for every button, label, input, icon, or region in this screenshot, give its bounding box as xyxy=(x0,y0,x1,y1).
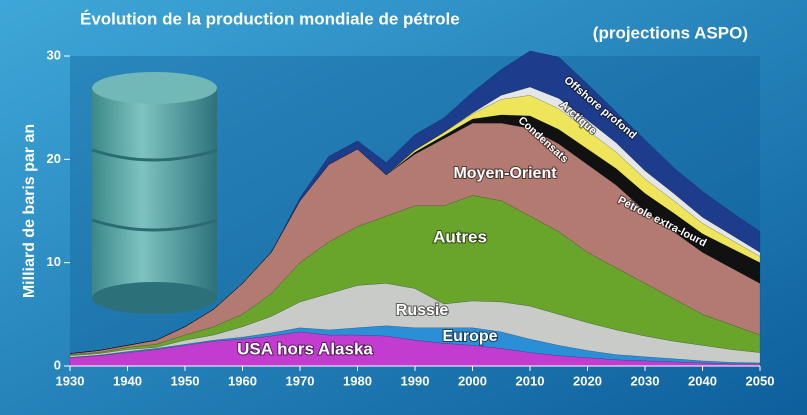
series-label: Autres xyxy=(433,227,487,246)
x-tick-label: 1940 xyxy=(113,373,142,388)
barrel-icon xyxy=(92,72,217,314)
x-tick-label: 1980 xyxy=(343,373,372,388)
y-tick-label: 10 xyxy=(47,254,61,269)
x-tick-label: 1930 xyxy=(56,373,85,388)
x-tick-label: 1970 xyxy=(286,373,315,388)
x-tick-label: 2000 xyxy=(458,373,487,388)
y-axis-label: Milliard de baris par an xyxy=(21,124,38,298)
x-tick-label: 1960 xyxy=(228,373,257,388)
y-tick-label: 0 xyxy=(54,357,61,372)
series-label: Moyen-Orient xyxy=(453,165,557,182)
y-tick-label: 30 xyxy=(47,47,61,62)
y-tick-label: 20 xyxy=(47,151,61,166)
x-tick-label: 1950 xyxy=(171,373,200,388)
x-tick-label: 2030 xyxy=(631,373,660,388)
chart-title: Évolution de la production mondiale de p… xyxy=(80,9,460,28)
x-tick-label: 2020 xyxy=(573,373,602,388)
x-tick-label: 2040 xyxy=(688,373,717,388)
x-tick-label: 1990 xyxy=(401,373,430,388)
series-label: Europe xyxy=(442,328,497,345)
chart-subtitle: (projections ASPO) xyxy=(593,23,748,42)
x-tick-label: 2050 xyxy=(746,373,775,388)
series-label: USA hors Alaska xyxy=(237,339,373,358)
x-tick-label: 2010 xyxy=(516,373,545,388)
series-label: Russie xyxy=(396,302,449,319)
chart: Évolution de la production mondiale de p… xyxy=(0,0,807,415)
